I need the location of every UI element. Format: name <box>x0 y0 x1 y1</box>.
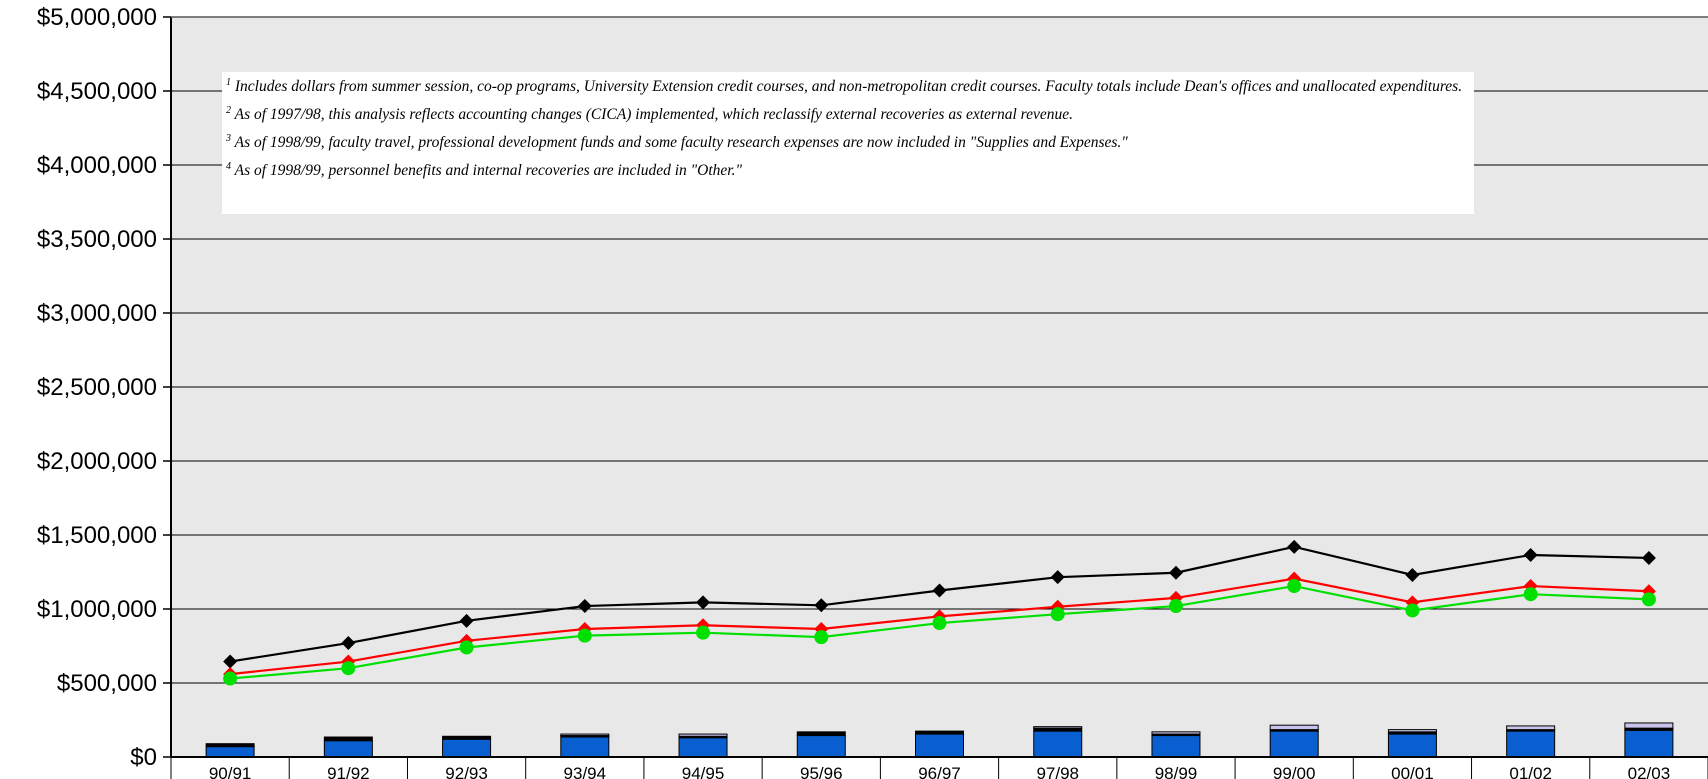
x-category-label: 92/93 <box>445 764 488 779</box>
series-point <box>459 640 474 655</box>
series-point <box>932 616 947 631</box>
y-tick-label: $4,000,000 <box>37 152 157 179</box>
bar-segment <box>560 736 610 758</box>
series-point <box>1050 570 1065 585</box>
x-category-label: 98/99 <box>1155 764 1198 779</box>
x-category-label: 00/01 <box>1391 764 1434 779</box>
series-lines <box>223 539 1656 686</box>
bar-segment <box>796 735 846 758</box>
y-tick-label: $2,500,000 <box>37 374 157 401</box>
x-category-label: 93/94 <box>564 764 607 779</box>
x-category-label: 02/03 <box>1628 764 1671 779</box>
y-tick-label: $0 <box>130 744 157 771</box>
footnote-3-text: As of 1998/99, faculty travel, professio… <box>234 134 1128 151</box>
series-point <box>1405 567 1420 582</box>
series-point <box>577 599 592 614</box>
bar-segment <box>915 733 964 758</box>
bar-segment <box>1151 731 1201 735</box>
y-tick-label: $500,000 <box>57 670 157 697</box>
footnotes-box: 1 Includes dollars from summer session, … <box>222 72 1474 214</box>
series-point <box>1523 547 1538 562</box>
bar-segment <box>1033 730 1083 758</box>
y-tick-label: $4,500,000 <box>37 78 157 105</box>
series-point <box>1287 579 1302 594</box>
x-category-label: 94/95 <box>682 764 725 779</box>
series-point <box>341 636 356 651</box>
bar-segment <box>323 740 373 758</box>
bar-segment <box>560 733 610 737</box>
y-tick-label: $1,500,000 <box>37 522 157 549</box>
bar-segment <box>1269 730 1319 758</box>
bar-segment <box>323 736 373 742</box>
series-point <box>696 595 711 610</box>
footnote-2-text: As of 1997/98, this analysis reflects ac… <box>234 106 1073 123</box>
bar-segment <box>1387 729 1437 733</box>
series-point <box>932 583 947 598</box>
bar-segment <box>1624 729 1674 758</box>
bar-segment <box>1624 722 1674 729</box>
bar-segment <box>1387 733 1437 758</box>
y-tick-label: $2,000,000 <box>37 448 157 475</box>
y-tick-label: $5,000,000 <box>37 4 157 31</box>
bar-segment <box>1506 725 1556 731</box>
footnote-3: 3 As of 1998/99, faculty travel, profess… <box>226 132 1469 154</box>
bar-segment <box>205 743 255 748</box>
series-point <box>1050 607 1065 622</box>
footnote-1-text: Includes dollars from summer session, co… <box>234 78 1463 95</box>
series-point <box>814 598 829 613</box>
footnote-1: 1 Includes dollars from summer session, … <box>226 76 1469 98</box>
x-category-label: 90/91 <box>209 764 252 779</box>
x-category-label: 96/97 <box>918 764 961 779</box>
footnote-3-number: 3 <box>226 133 231 144</box>
series-point <box>1523 587 1538 602</box>
axes <box>170 16 1708 779</box>
series-point <box>1168 565 1183 580</box>
series-point <box>577 628 592 643</box>
y-axis-tick-labels: $0 $500,000 $1,000,000 $1,500,000 $2,000,000… <box>37 4 157 771</box>
stacked-bars <box>205 722 1674 758</box>
series-point <box>223 671 238 686</box>
bar-segment <box>1151 735 1201 758</box>
y-tick-label: $1,000,000 <box>37 596 157 623</box>
bar-segment <box>1269 724 1319 731</box>
bar-segment <box>678 733 728 737</box>
x-category-label: 97/98 <box>1036 764 1079 779</box>
bar-segment <box>1506 730 1556 758</box>
bar-segment <box>442 735 492 740</box>
x-category-label: 95/96 <box>800 764 843 779</box>
series-point <box>341 661 356 676</box>
footnote-4-text: As of 1998/99, personnel benefits and in… <box>234 162 742 179</box>
bar-segment <box>1033 726 1083 729</box>
series-point <box>696 625 711 640</box>
footnote-1-number: 1 <box>226 77 231 88</box>
bar-segment <box>678 737 728 758</box>
series-point <box>1168 599 1183 614</box>
series-point <box>1641 592 1656 607</box>
x-category-label: 01/02 <box>1509 764 1552 779</box>
y-tick-label: $3,000,000 <box>37 300 157 327</box>
footnote-4-number: 4 <box>226 161 231 172</box>
x-category-label: 99/00 <box>1273 764 1316 779</box>
series-point <box>1641 550 1656 565</box>
bar-segment <box>796 731 846 737</box>
footnote-2: 2 As of 1997/98, this analysis reflects … <box>226 104 1469 126</box>
x-axis-category-labels: 90/91 91/92 92/93 93/94 94/95 95/96 96/97 97/98… <box>209 764 1670 779</box>
series-point <box>1405 603 1420 618</box>
bar-segment <box>205 746 255 758</box>
series-point <box>459 613 474 628</box>
footnote-4: 4 As of 1998/99, personnel benefits and … <box>226 160 1469 182</box>
y-tick-label: $3,500,000 <box>37 226 157 253</box>
series-point <box>814 630 829 645</box>
footnote-2-number: 2 <box>226 105 231 116</box>
bar-segment <box>915 730 964 735</box>
bar-segment <box>442 738 492 758</box>
x-category-label: 91/92 <box>327 764 370 779</box>
series-point <box>223 654 238 669</box>
series-point <box>1287 539 1302 554</box>
